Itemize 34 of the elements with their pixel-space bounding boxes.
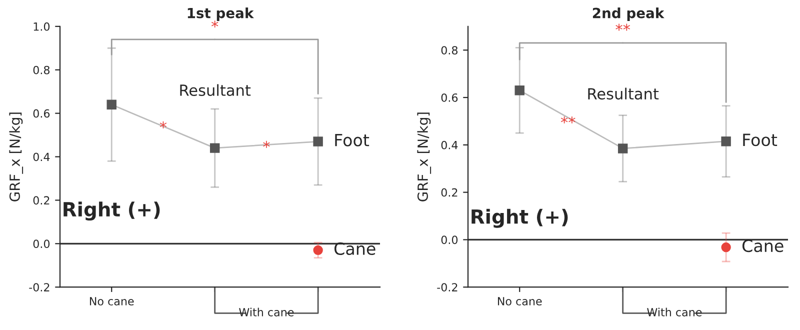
y-tick-label: 0.2	[441, 188, 458, 197]
y-tick-label: -0.2	[437, 283, 458, 292]
y-tick-label: 0.8	[441, 46, 458, 54]
y-tick-label: 0.6	[33, 109, 50, 118]
y-tick-label: 0.8	[33, 66, 50, 74]
annotation: *	[160, 121, 167, 128]
series-label: Foot	[743, 134, 778, 146]
y-tick-label: 0.4	[33, 152, 50, 162]
y-tick-label: -0.2	[29, 283, 50, 292]
x-tick-label: No cane	[90, 297, 134, 306]
y-axis-title: GRF_x [N/kg]	[417, 112, 432, 202]
series-label: Cane	[742, 240, 784, 252]
y-tick-label: 0.6	[441, 93, 458, 102]
chart-title: 1st peak	[188, 8, 254, 21]
annotation: *	[263, 140, 270, 148]
y-tick-label: 0.4	[441, 140, 458, 150]
y-tick-label: 1.0	[34, 22, 50, 31]
annotation: Right (+)	[472, 208, 568, 228]
x-tick-label: No cane	[498, 297, 542, 306]
y-axis-title: GRF_x [N/kg]	[9, 112, 24, 202]
annotation: Right (+)	[64, 202, 160, 221]
annotation: *	[211, 20, 218, 28]
text: With cane	[647, 308, 702, 316]
y-tick-label: 0.2	[33, 196, 50, 205]
annotation: **	[560, 116, 576, 124]
y-tick-label: 0.0	[33, 240, 50, 248]
series-label: Cane	[334, 242, 376, 256]
annotation: **	[616, 24, 630, 31]
annotation: Resultant	[588, 88, 659, 100]
annotation: Resultant	[180, 84, 251, 96]
chart-title: 2nd peak	[592, 8, 664, 21]
series-label: Foot	[335, 134, 370, 146]
y-tick-label: 0.0	[441, 236, 458, 244]
text: With cane	[239, 308, 294, 316]
